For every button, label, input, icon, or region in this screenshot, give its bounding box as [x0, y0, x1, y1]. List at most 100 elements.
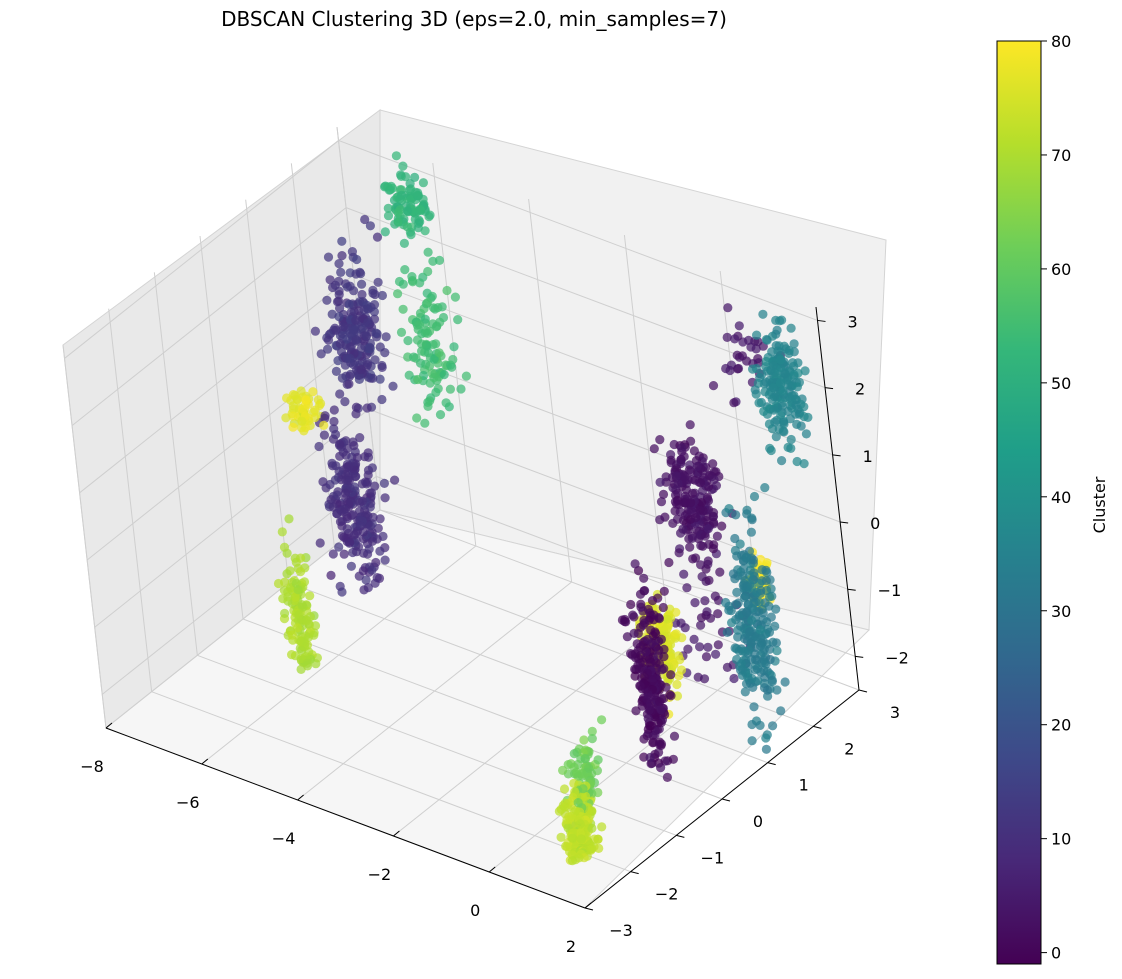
- scatter-point: [456, 384, 466, 394]
- scatter-point: [741, 552, 752, 562]
- scatter-point: [309, 630, 319, 640]
- scatter-point: [748, 364, 758, 374]
- scatter-point: [390, 475, 400, 485]
- scatter-point: [766, 366, 776, 376]
- scatter-point: [703, 524, 713, 534]
- scatter-point: [642, 668, 653, 678]
- scatter-point: [735, 661, 745, 671]
- scatter-point: [755, 625, 765, 635]
- scatter-point: [328, 282, 338, 293]
- scatter-point: [730, 533, 740, 544]
- scatter-point: [749, 491, 760, 502]
- scatter-point: [671, 629, 681, 639]
- x-axis-line: [105, 727, 586, 909]
- scatter-point: [296, 636, 306, 646]
- scatter-point: [692, 461, 702, 472]
- scatter-point: [655, 435, 665, 445]
- scatter-point: [569, 749, 579, 759]
- scatter-point: [655, 515, 665, 525]
- scatter-point: [365, 221, 375, 231]
- scatter-point: [355, 297, 365, 307]
- y-tick-label: 1: [799, 776, 809, 795]
- scatter-point: [666, 635, 676, 645]
- scatter-point: [401, 172, 411, 182]
- scatter-point: [681, 485, 692, 495]
- scatter-point: [298, 404, 308, 414]
- z-tick-label: 0: [870, 514, 880, 533]
- scatter-point: [331, 429, 341, 440]
- scatter-point: [659, 586, 669, 596]
- scatter-point: [372, 573, 382, 583]
- scatter-point: [597, 715, 607, 725]
- scatter-point: [414, 218, 424, 228]
- scatter-point: [785, 394, 795, 404]
- scatter-point: [732, 551, 742, 561]
- scatter-point: [630, 671, 640, 681]
- scatter-point: [713, 609, 723, 619]
- scatter-point: [746, 638, 756, 649]
- scatter-point: [421, 326, 431, 336]
- scatter-point: [776, 355, 786, 365]
- scatter-point: [310, 326, 320, 336]
- scatter-point: [280, 577, 290, 587]
- scatter-point: [383, 211, 394, 221]
- scatter-point: [357, 289, 367, 300]
- scatter-point: [325, 275, 335, 285]
- z-axis: −2 −1 0 1 2 3: [817, 312, 909, 667]
- scatter-point: [742, 607, 752, 617]
- grid-line-y-floor: [242, 618, 723, 800]
- scatter-point: [759, 406, 769, 416]
- scatter-point: [770, 621, 780, 631]
- scatter-point: [752, 330, 762, 340]
- scatter-point: [674, 499, 684, 510]
- scatter-point: [728, 569, 739, 579]
- scatter-point: [662, 614, 672, 624]
- scatter-point: [695, 642, 705, 652]
- scatter-point: [633, 660, 643, 670]
- scatter-point: [683, 644, 693, 654]
- scatter-point: [635, 642, 646, 652]
- scatter-point: [351, 471, 361, 481]
- grid-line-x-back: [432, 162, 477, 547]
- y-tick-label: 2: [844, 739, 854, 758]
- y-tick-label: −3: [609, 921, 633, 940]
- scatter-point: [371, 328, 381, 338]
- colorbar-tick-label: 30: [1051, 602, 1071, 621]
- grid-line-y-left: [108, 308, 153, 692]
- scatter-point: [748, 682, 758, 693]
- scatter-point: [767, 347, 777, 357]
- scatter-point: [296, 664, 306, 675]
- scatter-point: [745, 627, 755, 637]
- z-tick-label: −2: [885, 648, 909, 667]
- scatter-point: [653, 718, 663, 728]
- scatter-point: [784, 348, 794, 358]
- scatter-point: [780, 677, 790, 687]
- scatter-point: [673, 488, 683, 498]
- scatter-point: [431, 339, 441, 349]
- scatter-points: [273, 151, 813, 866]
- scatter-point: [617, 615, 628, 625]
- scatter-point: [315, 538, 325, 548]
- scatter-point: [358, 527, 368, 537]
- scatter-point: [323, 335, 334, 345]
- scatter-point: [429, 373, 439, 383]
- scatter-point: [696, 613, 707, 623]
- scatter-point: [697, 572, 707, 582]
- scatter-point: [434, 348, 444, 358]
- scatter-point: [747, 513, 757, 523]
- scatter-point: [755, 578, 765, 589]
- scatter-point: [765, 592, 775, 602]
- scatter-point: [688, 554, 698, 564]
- scatter-point: [703, 556, 713, 566]
- scatter-point: [373, 277, 383, 287]
- scatter-point: [323, 252, 334, 262]
- scatter-point: [786, 323, 796, 333]
- scatter-point: [338, 322, 348, 332]
- scatter-point: [776, 706, 786, 716]
- scatter-point: [299, 426, 309, 436]
- scatter-point: [593, 755, 603, 765]
- scatter-point: [639, 734, 649, 744]
- grid-line-z-left: [79, 274, 354, 494]
- scatter-point: [356, 364, 366, 375]
- scatter-point: [402, 222, 412, 232]
